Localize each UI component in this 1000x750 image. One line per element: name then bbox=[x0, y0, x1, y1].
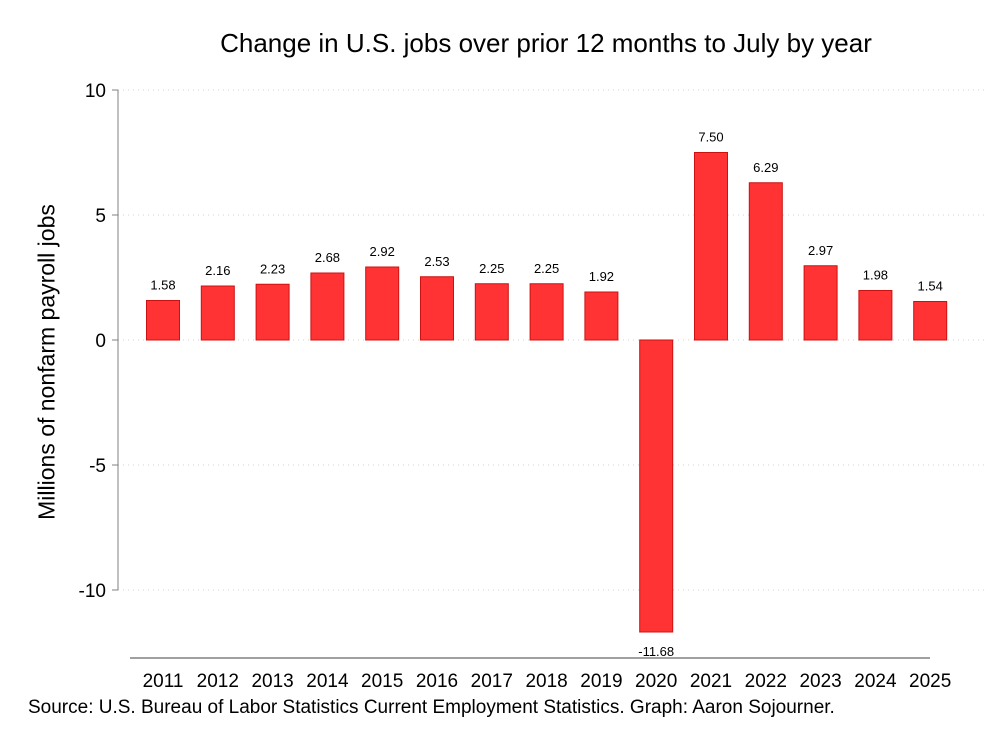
bar-2014 bbox=[310, 272, 345, 341]
bar-2017 bbox=[474, 283, 509, 341]
bar-2021 bbox=[694, 152, 728, 341]
data-label-2011: 1.58 bbox=[150, 278, 175, 293]
data-label-2021: 7.50 bbox=[698, 130, 723, 145]
x-tick-label-2019: 2019 bbox=[580, 671, 622, 692]
y-tick-label: -10 bbox=[79, 581, 106, 602]
bar-2011 bbox=[146, 300, 180, 341]
y-tick-label: -5 bbox=[89, 456, 106, 477]
bar-2024 bbox=[858, 290, 893, 341]
data-label-2013: 2.23 bbox=[260, 261, 285, 276]
data-label-2015: 2.92 bbox=[370, 244, 395, 259]
data-label-2016: 2.53 bbox=[424, 254, 449, 269]
x-tick-label-2023: 2023 bbox=[799, 671, 841, 692]
bar-2025 bbox=[913, 301, 948, 341]
x-tick-label-2025: 2025 bbox=[909, 671, 951, 692]
x-tick-label-2021: 2021 bbox=[690, 671, 732, 692]
x-tick-label-2020: 2020 bbox=[635, 671, 677, 692]
bar-2019 bbox=[584, 291, 619, 341]
data-label-2024: 1.98 bbox=[863, 268, 888, 283]
bar-2016 bbox=[420, 276, 454, 341]
x-tick-label-2014: 2014 bbox=[306, 671, 349, 692]
x-tick-label-2013: 2013 bbox=[251, 671, 293, 692]
bar-2015 bbox=[365, 266, 400, 341]
x-tick-label-2016: 2016 bbox=[416, 671, 458, 692]
x-tick-label-2024: 2024 bbox=[854, 671, 897, 692]
x-tick-label-2015: 2015 bbox=[361, 671, 403, 692]
bar-2020 bbox=[639, 339, 674, 633]
x-tick-label-2011: 2011 bbox=[143, 671, 184, 692]
bar-2012 bbox=[200, 285, 235, 341]
source-note: Source: U.S. Bureau of Labor Statistics … bbox=[28, 697, 835, 718]
data-label-2022: 6.29 bbox=[753, 160, 778, 175]
data-label-2019: 1.92 bbox=[589, 269, 614, 284]
bar-2018 bbox=[529, 283, 564, 341]
data-label-2025: 1.54 bbox=[918, 279, 943, 294]
data-label-2012: 2.16 bbox=[205, 263, 230, 278]
data-label-2018: 2.25 bbox=[534, 261, 559, 276]
bar-2013 bbox=[255, 283, 290, 341]
data-label-2020: -11.68 bbox=[638, 644, 674, 659]
bar-2023 bbox=[803, 265, 838, 341]
x-tick-label-2017: 2017 bbox=[471, 671, 513, 692]
chart-title: Change in U.S. jobs over prior 12 months… bbox=[220, 28, 872, 58]
x-tick-label-2022: 2022 bbox=[745, 671, 787, 692]
y-tick-label: 0 bbox=[95, 331, 106, 352]
x-tick-label-2018: 2018 bbox=[525, 671, 567, 692]
y-tick-label: 10 bbox=[85, 81, 106, 102]
bar-2022 bbox=[748, 182, 783, 341]
data-label-2017: 2.25 bbox=[479, 261, 504, 276]
data-label-2014: 2.68 bbox=[315, 250, 340, 265]
x-tick-label-2012: 2012 bbox=[197, 671, 239, 692]
data-label-2023: 2.97 bbox=[808, 243, 833, 258]
y-tick-label: 5 bbox=[95, 206, 106, 227]
